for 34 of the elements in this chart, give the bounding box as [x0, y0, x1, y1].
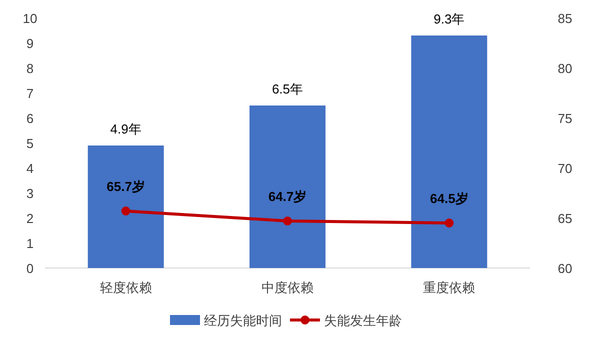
x-tick-label: 中度依赖: [262, 280, 314, 295]
x-tick-label: 重度依赖: [423, 280, 476, 295]
data-label: 64.5岁: [430, 191, 468, 206]
y2-tick-label: 70: [558, 161, 572, 176]
point: [283, 216, 292, 226]
y-tick-label: 4: [26, 161, 34, 176]
legend-label: 失能发生年龄: [324, 313, 402, 328]
y-tick-label: 5: [26, 136, 34, 151]
point: [121, 206, 130, 216]
y-tick-label: 2: [26, 211, 34, 226]
bar: [88, 146, 164, 268]
y2-tick-label: 65: [558, 211, 572, 226]
data-label: 9.3年: [434, 12, 465, 26]
y2-tick-label: 60: [558, 261, 572, 276]
data-label: 65.7岁: [106, 179, 145, 194]
y-tick-label: 8: [26, 61, 34, 76]
legend-label: 经历失能时间: [204, 313, 282, 328]
bar: [250, 106, 326, 268]
y-tick-label: 10: [22, 11, 38, 26]
data-label: 6.5年: [272, 82, 304, 96]
y-tick-label: 1: [26, 236, 34, 251]
data-label: 64.7岁: [268, 189, 307, 204]
y2-tick-label: 80: [558, 61, 572, 76]
x-tick-label: 轻度依赖: [100, 280, 152, 295]
y2-tick-label: 75: [558, 111, 572, 126]
point: [444, 218, 454, 228]
y2-tick-label: 85: [558, 11, 572, 26]
y-tick-label: 3: [26, 186, 34, 201]
y-tick-label: 6: [26, 111, 34, 126]
bar: [411, 36, 488, 268]
y-tick-label: 7: [26, 86, 34, 101]
data-label: 4.9年: [110, 122, 142, 136]
y-tick-label: 9: [26, 36, 34, 51]
y-tick-label: 0: [26, 261, 34, 276]
